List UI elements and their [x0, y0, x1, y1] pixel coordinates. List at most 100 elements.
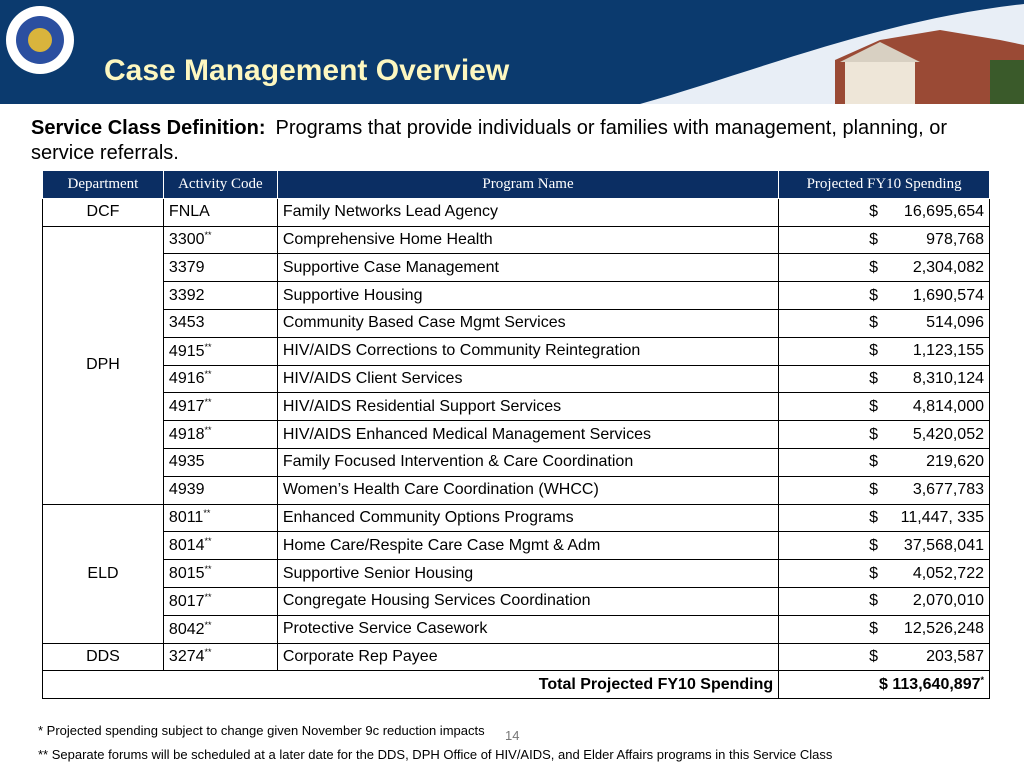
- amount-cell: $37,568,041: [778, 531, 990, 561]
- department-cell: DPH: [42, 225, 164, 505]
- code-cell: 4915**: [162, 336, 278, 366]
- table-row: 8042** Protective Service Casework $12,526…: [43, 614, 990, 644]
- currency: $: [869, 425, 879, 443]
- amount: 514,096: [926, 314, 984, 332]
- code-cell: 8017**: [162, 586, 278, 616]
- total-row: Total Projected FY10 Spending $ 113,640,8…: [41, 670, 990, 700]
- table-row: 4915** HIV/AIDS Corrections to Community …: [43, 336, 990, 366]
- activity-code: 3392: [168, 286, 205, 304]
- activity-code: 8015: [168, 565, 205, 583]
- program-name: Family Focused Intervention & Care Coord…: [276, 447, 780, 477]
- title: Case Management Overview: [104, 54, 510, 87]
- department-cell: ELD: [42, 503, 164, 644]
- activity-code: 4916: [168, 370, 205, 388]
- code-cell: 4918**: [162, 420, 278, 449]
- currency: $: [869, 369, 879, 387]
- table-row: 4918** HIV/AIDS Enhanced Medical Manageme…: [43, 420, 990, 449]
- program-name: Family Networks Lead Agency: [276, 197, 780, 227]
- amount: 2,304,082: [912, 258, 984, 276]
- currency: $: [869, 536, 879, 554]
- amount: 2,070,010: [912, 592, 984, 610]
- amount: 12,526,248: [903, 620, 984, 638]
- activity-code: 4939: [168, 481, 205, 499]
- footnote-mark: **: [203, 508, 211, 519]
- column-header: Program Name: [276, 170, 780, 199]
- code-cell: 3392: [162, 281, 278, 310]
- footnote-mark: **: [204, 341, 212, 352]
- total-label: Total Projected FY10 Spending: [41, 670, 780, 700]
- table-row: 8014** Home Care/Respite Care Case Mgmt &…: [43, 531, 990, 561]
- amount: 219,620: [926, 453, 984, 471]
- currency: $: [869, 397, 879, 415]
- program-name: Women’s Health Care Coordination (WHCC): [276, 475, 780, 505]
- table-row: 3379 Supportive Case Management $2,304,082: [43, 253, 990, 283]
- code-cell: 3300**: [162, 225, 278, 255]
- activity-code: 8017: [168, 592, 205, 610]
- code-cell: 8011**: [162, 503, 278, 533]
- program-name: Supportive Housing: [276, 281, 780, 310]
- page-number: 14: [505, 728, 520, 743]
- definition: Service Class Definition: Programs that p…: [31, 116, 991, 166]
- amount-cell: $978,768: [778, 225, 990, 255]
- table-row: 3453 Community Based Case Mgmt Services $5…: [43, 308, 990, 338]
- footnote-mark: *: [980, 675, 984, 686]
- footnote-mark: **: [204, 369, 212, 380]
- footnote-mark: **: [204, 564, 212, 575]
- code-cell: 3453: [162, 308, 278, 338]
- program-name: Enhanced Community Options Programs: [276, 503, 780, 533]
- amount: 1,690,574: [912, 286, 984, 304]
- activity-code: 8011: [168, 509, 204, 527]
- activity-code: 3274: [168, 648, 205, 666]
- code-cell: 8015**: [162, 559, 278, 588]
- table-row: 4916** HIV/AIDS Client Services $8,310,124: [43, 364, 990, 394]
- code-cell: 4917**: [162, 392, 278, 422]
- amount-cell: $219,620: [778, 447, 990, 477]
- activity-code: 8042: [168, 620, 205, 638]
- currency: $: [869, 342, 879, 360]
- activity-code: 8014: [168, 537, 205, 555]
- code-cell: 4916**: [162, 364, 278, 394]
- total-value: $ 113,640,897: [879, 676, 981, 694]
- program-name: Corporate Rep Payee: [276, 642, 780, 672]
- currency: $: [869, 592, 879, 610]
- amount-cell: $16,695,654: [778, 197, 990, 227]
- currency: $: [869, 314, 879, 332]
- definition-label: Service Class Definition:: [31, 117, 266, 139]
- currency: $: [869, 564, 879, 582]
- table-row: ELD 8011** Enhanced Community Options Prog…: [42, 503, 990, 644]
- amount: 8,310,124: [912, 369, 984, 387]
- program-name: Community Based Case Mgmt Services: [276, 308, 780, 338]
- amount-cell: $8,310,124: [778, 364, 990, 394]
- code-cell: FNLA: [162, 197, 278, 227]
- currency: $: [869, 258, 879, 276]
- amount: 4,052,722: [912, 564, 984, 582]
- table-row: DPH 3300** Comprehensive Home Health $978,7…: [42, 225, 990, 505]
- activity-code: 4917: [168, 398, 205, 416]
- currency: $: [869, 481, 879, 499]
- column-header: Projected FY10 Spending: [778, 170, 990, 199]
- footnote-mark: **: [204, 397, 212, 408]
- program-name: Supportive Senior Housing: [276, 559, 780, 588]
- footnote: * Projected spending subject to change g…: [38, 723, 485, 738]
- activity-code: 3300: [168, 231, 205, 249]
- footnote-mark: **: [204, 619, 212, 630]
- amount: 11,447, 335: [900, 508, 984, 526]
- program-name: Congregate Housing Services Coordination: [276, 586, 780, 616]
- code-cell: 3274**: [162, 642, 278, 672]
- amount: 1,123,155: [912, 342, 984, 360]
- amount-cell: $4,052,722: [778, 559, 990, 588]
- spending-table: Department Activity Code Program Name Proje…: [41, 170, 990, 700]
- program-name: HIV/AIDS Corrections to Community Reinte…: [276, 336, 780, 366]
- footnote: ** Separate forums will be scheduled at …: [38, 747, 833, 762]
- activity-code: FNLA: [168, 203, 210, 221]
- amount-cell: $4,814,000: [778, 392, 990, 422]
- currency: $: [869, 203, 879, 221]
- code-cell: 8042**: [162, 614, 278, 644]
- amount-cell: $11,447, 335: [778, 503, 990, 533]
- amount-cell: $1,690,574: [778, 281, 990, 310]
- code-cell: 3379: [162, 253, 278, 283]
- footnote-mark: **: [204, 647, 212, 658]
- program-name: HIV/AIDS Client Services: [276, 364, 780, 394]
- amount: 37,568,041: [903, 536, 984, 554]
